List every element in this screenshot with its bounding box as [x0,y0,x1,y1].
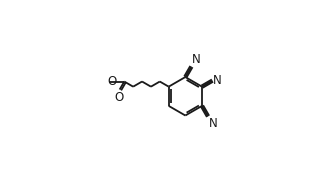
Text: N: N [209,117,218,130]
Text: O: O [107,75,116,88]
Text: O: O [114,91,124,104]
Text: N: N [192,53,201,66]
Text: N: N [213,74,222,87]
